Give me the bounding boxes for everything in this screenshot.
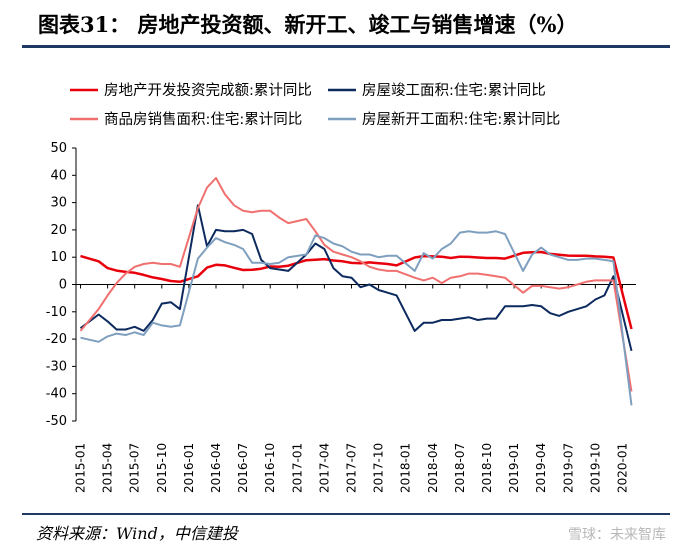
x-tick-label: 2015-07 (128, 443, 142, 493)
x-tick-label: 2016-01 (182, 443, 196, 493)
y-tick-label: -40 (46, 387, 67, 402)
x-tick-label: 2017-07 (344, 443, 358, 493)
y-tick-label: -20 (46, 332, 67, 347)
legend-label-2: 房屋竣工面积:住宅:累计同比 (362, 82, 546, 99)
y-tick-label: 10 (50, 250, 67, 265)
y-tick-label: -10 (46, 305, 67, 320)
y-tick-label: -50 (46, 414, 67, 429)
x-tick-label: 2017-01 (290, 443, 304, 493)
y-tick-label: 30 (50, 196, 67, 211)
y-tick-label: 0 (59, 278, 67, 293)
x-tick-label: 2018-04 (426, 443, 440, 493)
series-line-3 (79, 177, 633, 392)
y-tick-label: 20 (50, 223, 67, 238)
y-tick-label: -30 (46, 359, 67, 374)
x-tick-label: 2020-01 (615, 443, 629, 493)
x-tick-label: 2019-01 (507, 443, 521, 493)
legend-label-1: 房地产开发投资完成额:累计同比 (104, 82, 312, 99)
x-tick-label: 2019-04 (534, 443, 548, 493)
series-line-2 (79, 204, 633, 352)
x-tick-label: 2018-10 (480, 443, 494, 493)
x-tick-label: 2017-10 (372, 443, 386, 493)
x-tick-label: 2019-07 (561, 443, 575, 493)
source-rule (22, 513, 670, 515)
series-line-1 (80, 250, 633, 330)
x-tick-label: 2015-04 (101, 443, 115, 493)
y-tick-label: 50 (50, 141, 67, 156)
x-tick-label: 2018-07 (453, 443, 467, 493)
source-note: 资料来源：Wind，中信建投 (36, 524, 238, 543)
watermark: 雪球：未来智库 (568, 527, 666, 543)
x-tick-label: 2015-10 (155, 443, 169, 493)
y-tick-label: 40 (50, 168, 67, 183)
x-tick-label: 2018-01 (399, 443, 413, 493)
x-tick-label: 2019-10 (588, 443, 602, 493)
series-line-4 (80, 230, 633, 406)
x-tick-label: 2015-01 (74, 443, 88, 493)
legend-label-4: 房屋新开工面积:住宅:累计同比 (362, 111, 560, 128)
x-tick-label: 2016-10 (263, 443, 277, 493)
legend-label-3: 商品房销售面积:住宅:累计同比 (104, 111, 302, 128)
x-tick-label: 2016-07 (236, 443, 250, 493)
x-tick-label: 2017-04 (317, 443, 331, 493)
x-tick-label: 2016-04 (209, 443, 223, 493)
title-rule (22, 45, 670, 48)
chart-title: 图表31： 房地产投资额、新开工、竣工与销售增速（%） (38, 12, 578, 37)
